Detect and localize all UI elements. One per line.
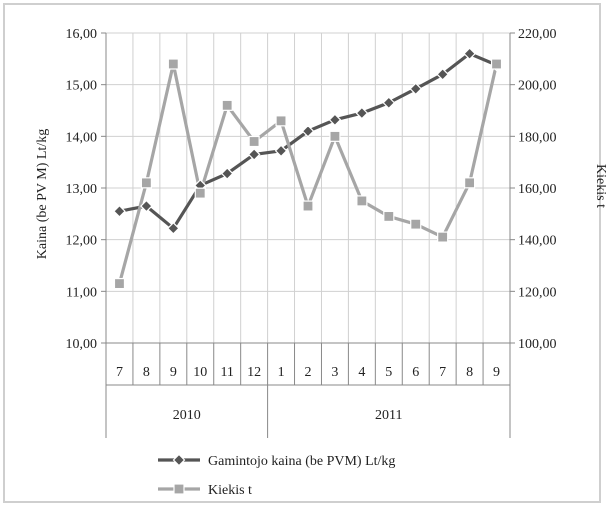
series-line-1 xyxy=(117,62,499,284)
data-point-diamond xyxy=(382,96,396,110)
y-right-tick-label: 220,00 xyxy=(518,27,557,42)
y-axis-right-title: Kiekis t xyxy=(593,164,606,208)
gridlines xyxy=(105,32,511,344)
series-lines xyxy=(117,52,499,284)
y-right-tick-label: 140,00 xyxy=(518,234,557,249)
y-left-tick-label: 15,00 xyxy=(66,79,98,94)
x-tick-label: 6 xyxy=(412,365,419,380)
data-point-square xyxy=(356,195,368,207)
data-point-diamond xyxy=(436,67,450,81)
y-left-tick-label: 13,00 xyxy=(66,182,98,197)
y-right-tick-label: 120,00 xyxy=(518,285,557,300)
data-point-diamond xyxy=(328,113,342,127)
x-tick-label: 4 xyxy=(358,365,365,380)
y-axis-left-title: Kaina (be PV M) Lt/kg xyxy=(35,129,50,259)
legend-label: Kiekis t xyxy=(208,483,252,498)
data-point-square xyxy=(490,58,503,70)
data-point-square xyxy=(275,115,287,127)
legend-marker-diamond xyxy=(172,453,186,467)
data-point-diamond xyxy=(247,148,261,161)
x-tick-label: 7 xyxy=(116,365,123,380)
x-tick-label: 8 xyxy=(143,365,150,380)
axes: 10,00 11,00 12,00 13,00 14,00 15,00 16,00 100,0… xyxy=(66,27,557,352)
x-tick-label: 5 xyxy=(385,365,392,380)
x-tick-label: 11 xyxy=(220,365,233,380)
data-point-square xyxy=(464,177,476,189)
x-tick-label: 7 xyxy=(439,365,446,380)
y-right-tick-label: 160,00 xyxy=(518,182,557,197)
y-left-tick-label: 14,00 xyxy=(66,130,98,145)
data-point-square xyxy=(410,218,422,230)
y-right-tick-label: 200,00 xyxy=(518,79,557,94)
y-left-tick-label: 12,00 xyxy=(66,234,98,249)
chart-frame xyxy=(3,3,601,503)
data-point-square xyxy=(140,177,152,189)
data-point-diamond xyxy=(355,106,369,120)
legend-label: Gamintojo kaina (be PVM) Lt/kg xyxy=(208,454,395,469)
data-point-diamond xyxy=(274,144,288,158)
y-left-tick-label: 10,00 xyxy=(66,337,98,352)
x-tick-label: 8 xyxy=(466,365,473,380)
y-left-tick-label: 11,00 xyxy=(66,285,97,300)
y-right-tick-label: 100,00 xyxy=(518,337,557,352)
y-right-tick-label: 180,00 xyxy=(518,130,557,145)
y-left-tick-label: 16,00 xyxy=(66,27,98,42)
data-point-diamond xyxy=(409,82,423,96)
x-tick-label: 12 xyxy=(247,365,261,380)
data-point-square xyxy=(302,200,314,212)
x-tick-label: 2 xyxy=(305,365,312,380)
legend: Gamintojo kaina (be PVM) Lt/kg Kiekis t xyxy=(158,453,395,498)
data-point-square xyxy=(329,130,341,142)
data-point-square xyxy=(248,135,260,148)
x-tick-label: 10 xyxy=(193,365,207,380)
data-point-diamond xyxy=(301,124,315,138)
data-point-diamond xyxy=(166,221,180,235)
x-tick-label: 9 xyxy=(170,365,177,380)
data-point-square xyxy=(194,187,206,199)
series-markers xyxy=(113,47,503,290)
x-tick-label: 9 xyxy=(493,365,500,380)
group-label: 2011 xyxy=(375,408,402,423)
x-tick-label: 3 xyxy=(331,365,338,380)
x-tick-label: 1 xyxy=(278,365,285,380)
data-point-diamond xyxy=(220,167,234,180)
data-point-square xyxy=(437,231,449,243)
legend-marker-square xyxy=(173,483,185,495)
data-point-square xyxy=(383,210,395,223)
data-point-square xyxy=(221,99,233,111)
data-point-square xyxy=(167,58,179,70)
group-label: 2010 xyxy=(173,408,201,423)
data-point-diamond xyxy=(140,199,153,213)
data-point-square xyxy=(113,277,126,290)
data-point-diamond xyxy=(113,204,126,218)
data-point-diamond xyxy=(463,47,476,61)
